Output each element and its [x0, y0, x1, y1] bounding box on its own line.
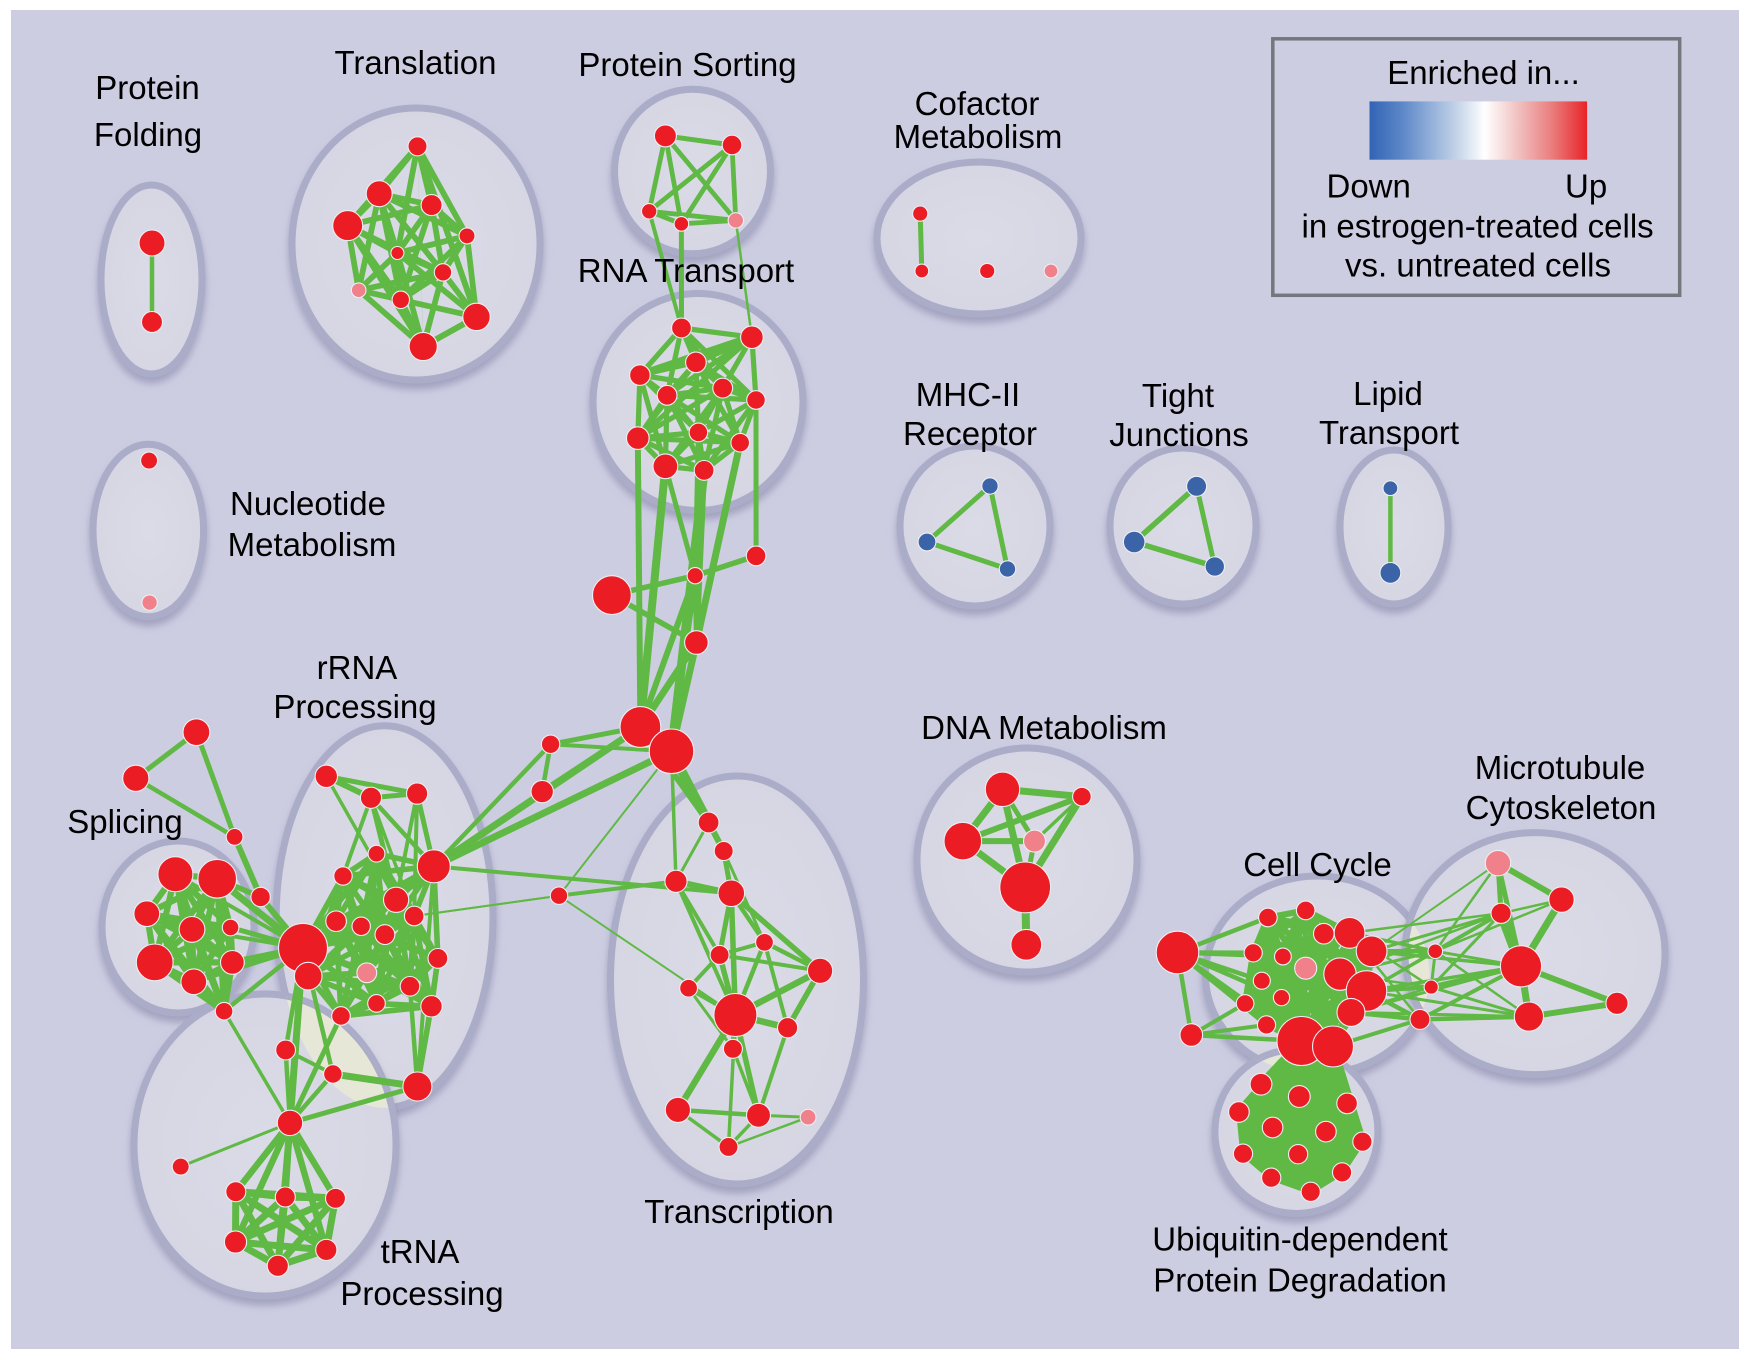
svg-text:Metabolism: Metabolism: [894, 118, 1063, 155]
svg-text:Cell Cycle: Cell Cycle: [1243, 846, 1392, 883]
svg-text:Enriched in...: Enriched in...: [1387, 54, 1580, 91]
svg-text:Transport: Transport: [1319, 414, 1459, 451]
svg-text:Transcription: Transcription: [644, 1193, 834, 1230]
svg-text:Tight: Tight: [1142, 377, 1214, 414]
svg-text:vs. untreated cells: vs. untreated cells: [1345, 247, 1611, 284]
svg-text:tRNA: tRNA: [381, 1233, 460, 1270]
svg-text:Metabolism: Metabolism: [228, 526, 397, 563]
svg-text:RNA Transport: RNA Transport: [578, 252, 794, 289]
svg-text:Processing: Processing: [273, 688, 436, 725]
svg-text:Receptor: Receptor: [903, 415, 1037, 452]
svg-text:in estrogen-treated cells: in estrogen-treated cells: [1301, 208, 1653, 245]
svg-text:Junctions: Junctions: [1109, 416, 1248, 453]
svg-text:Cytoskeleton: Cytoskeleton: [1466, 789, 1657, 826]
svg-text:Cofactor: Cofactor: [915, 85, 1040, 122]
svg-text:Folding: Folding: [94, 116, 202, 153]
svg-text:rRNA: rRNA: [317, 649, 398, 686]
svg-text:Protein Degradation: Protein Degradation: [1153, 1262, 1447, 1299]
svg-text:DNA Metabolism: DNA Metabolism: [921, 709, 1167, 746]
svg-text:Nucleotide: Nucleotide: [230, 485, 386, 522]
svg-text:Lipid: Lipid: [1353, 375, 1423, 412]
svg-text:Protein Sorting: Protein Sorting: [578, 46, 796, 83]
svg-text:Down: Down: [1327, 167, 1411, 204]
svg-text:Microtubule: Microtubule: [1475, 749, 1646, 786]
svg-text:Ubiquitin-dependent: Ubiquitin-dependent: [1152, 1221, 1447, 1258]
svg-text:Up: Up: [1565, 167, 1607, 204]
svg-text:Splicing: Splicing: [67, 803, 183, 840]
svg-text:Processing: Processing: [340, 1275, 503, 1312]
svg-text:Translation: Translation: [334, 44, 496, 81]
svg-text:Protein: Protein: [95, 69, 200, 106]
svg-text:MHC-II: MHC-II: [916, 376, 1020, 413]
